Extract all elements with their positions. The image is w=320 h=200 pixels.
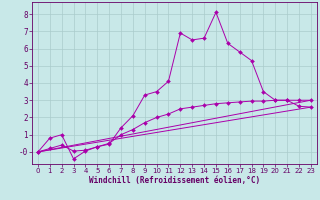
X-axis label: Windchill (Refroidissement éolien,°C): Windchill (Refroidissement éolien,°C) — [89, 176, 260, 185]
